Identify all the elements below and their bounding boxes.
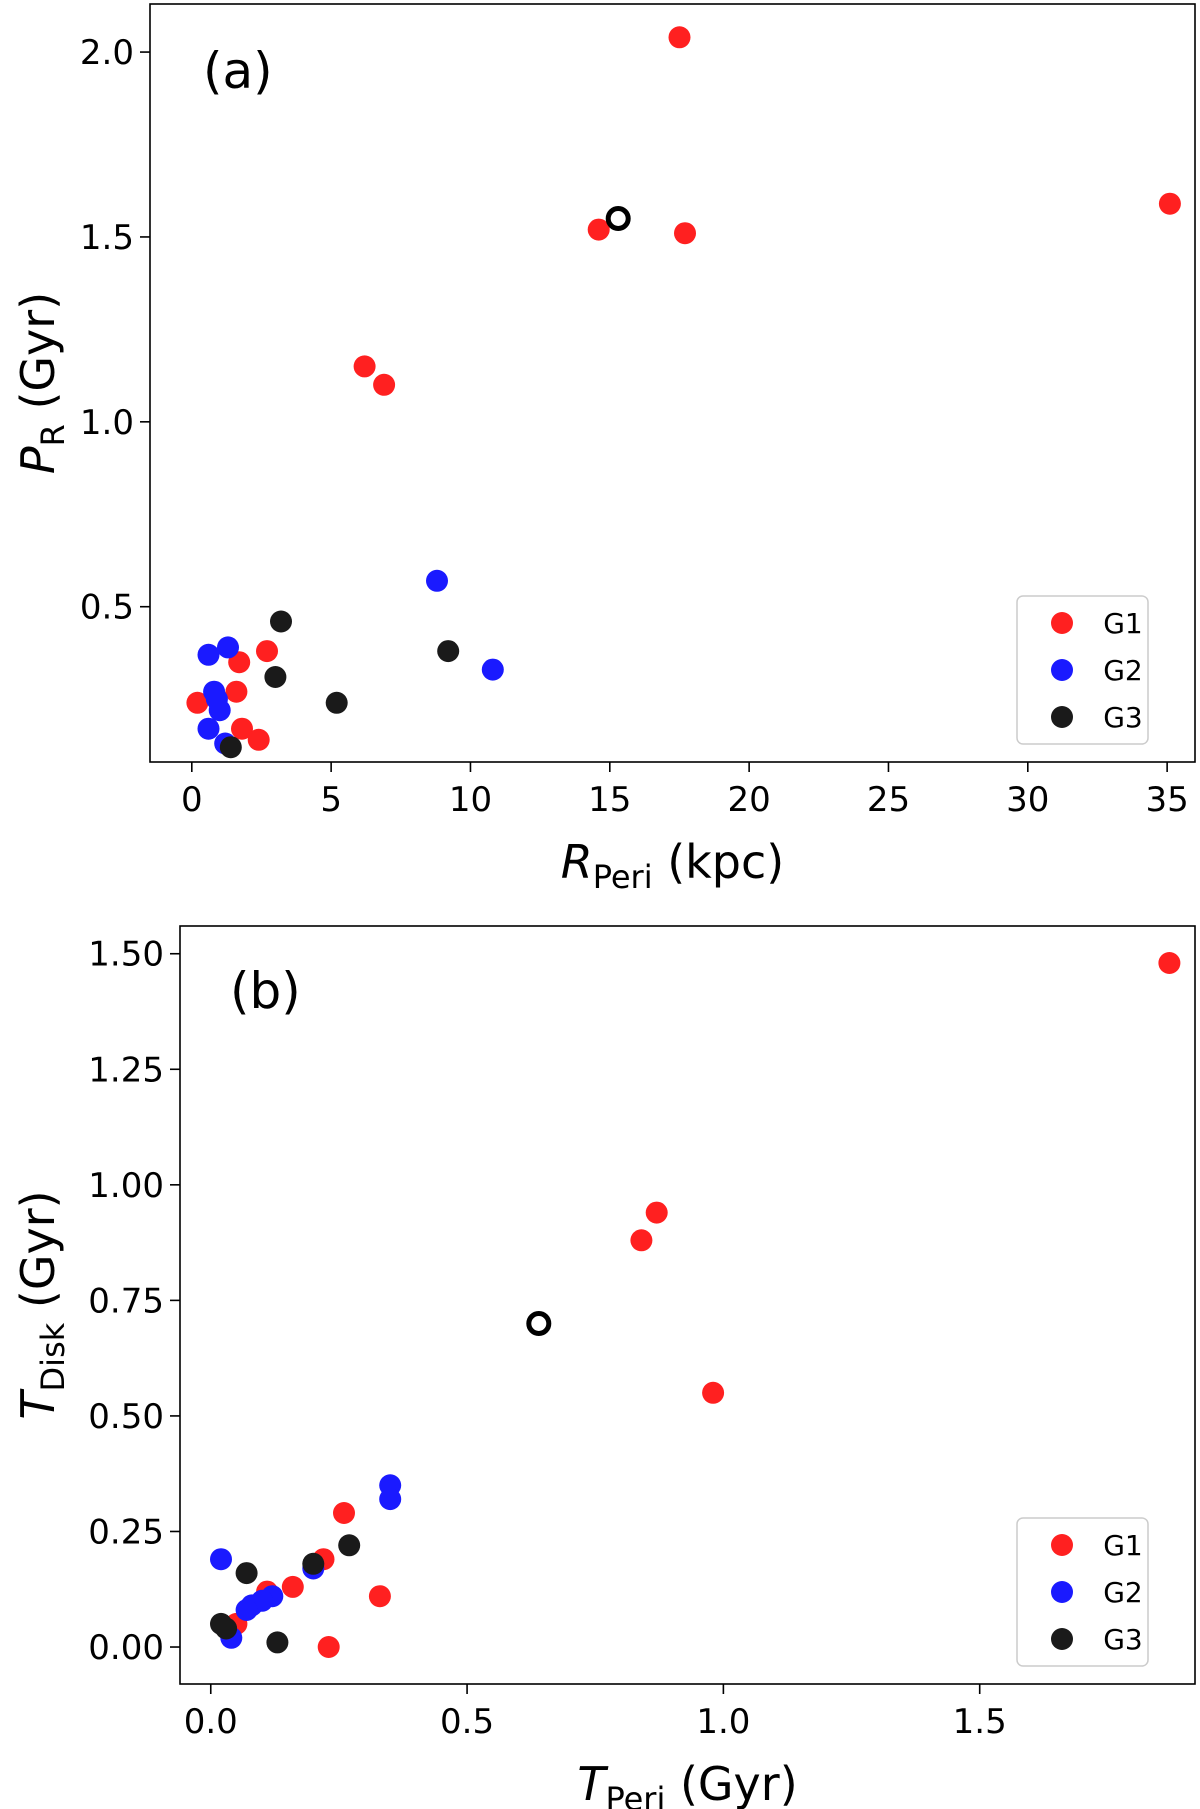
panel-a-points: [186, 26, 1181, 759]
panel-b-legend: G1 G2 G3: [1016, 1517, 1149, 1667]
panel-a-frame: [149, 3, 1196, 763]
panel-b-frame: [179, 925, 1196, 1685]
legend-marker-g3: [1051, 706, 1073, 728]
point-g1-3: [702, 1381, 725, 1404]
point-g1-3: [587, 218, 610, 241]
point-g3-1: [437, 640, 460, 663]
y-tick-label: 1.50: [88, 935, 164, 975]
y-tick-label: 0.25: [88, 1512, 164, 1552]
legend-label-g2: G2: [1103, 654, 1143, 687]
point-g1-10: [317, 1636, 340, 1658]
point-g1-0: [668, 26, 691, 49]
point-g1-6: [256, 640, 278, 663]
y-tick-label: 0.75: [88, 1281, 164, 1321]
point-g2-0: [426, 569, 448, 592]
point-g2-7: [197, 717, 220, 740]
point-g3-2: [235, 1562, 258, 1585]
x-tick-label: 15: [588, 780, 631, 820]
x-tick-label: 0.0: [184, 1702, 238, 1742]
point-g2-2: [210, 1548, 232, 1571]
legend-label-g2: G2: [1103, 1576, 1143, 1609]
point-g1-11: [247, 728, 270, 751]
legend-box: [1016, 595, 1149, 745]
panel-b-x-axis-label: TPeri (Gyr): [577, 1757, 797, 1809]
panel-a-legend: G1 G2 G3: [1016, 595, 1149, 745]
point-open-0: [605, 206, 631, 231]
panel-b-y-axis-label: TDisk (Gyr): [11, 1190, 72, 1419]
point-g1-4: [353, 355, 376, 378]
legend-box: [1016, 1517, 1149, 1667]
legend-label-g3: G3: [1103, 701, 1143, 734]
point-g3-2: [264, 666, 287, 688]
legend-marker-g1: [1051, 612, 1073, 634]
point-g1-2: [630, 1229, 653, 1252]
point-g2-2: [217, 636, 239, 659]
point-g3-0: [270, 610, 292, 633]
legend-label-g3: G3: [1103, 1623, 1143, 1656]
point-g1-4: [333, 1502, 355, 1524]
point-g1-6: [281, 1575, 304, 1598]
point-g1-8: [368, 1585, 391, 1608]
panel-a-x-ticks: 0 5 10 15 20 25 30 35: [181, 762, 1189, 820]
point-g3-4: [215, 1617, 238, 1640]
legend-label-g1: G1: [1103, 607, 1143, 640]
point-g1-5: [373, 373, 396, 396]
legend-marker-g2: [1051, 659, 1073, 681]
point-g1-9: [225, 680, 248, 703]
y-tick-label: 1.00: [88, 1166, 164, 1206]
point-g3-3: [325, 691, 348, 714]
y-tick-label: 1.25: [88, 1050, 164, 1090]
x-tick-label: 1.0: [696, 1702, 750, 1742]
panel-b-x-ticks: 0.0 0.5 1.0 1.5: [184, 1684, 1007, 1742]
panel-b-points: [210, 952, 1181, 1658]
point-g3-1: [302, 1552, 325, 1575]
point-g1-0: [1158, 952, 1181, 974]
x-tick-label: 20: [728, 780, 771, 820]
point-g2-6: [208, 699, 231, 722]
x-tick-label: 10: [449, 780, 492, 820]
x-tick-label: 0.5: [440, 1702, 494, 1742]
point-g3-4: [219, 736, 242, 759]
point-g1-1: [1158, 192, 1181, 215]
x-tick-label: 5: [320, 780, 342, 820]
x-tick-label: 30: [1006, 780, 1049, 820]
y-tick-label: 0.50: [88, 1397, 164, 1437]
panel-a-x-axis-label: RPeri (kpc): [561, 835, 785, 896]
point-open-0: [526, 1311, 552, 1336]
y-tick-label: 2.0: [80, 33, 134, 73]
panel-b-label: (b): [230, 962, 301, 1020]
y-tick-label: 1.0: [80, 403, 134, 443]
point-g3-0: [338, 1534, 361, 1557]
x-tick-label: 35: [1146, 780, 1189, 820]
panel-a-y-axis-label: PR (Gyr): [11, 292, 72, 474]
panel-b: 0.0 0.5 1.0 1.5 0.00 0.25 0.50 0.75 1.00 1.25 1.5…: [11, 925, 1196, 1809]
y-tick-label: 0.00: [88, 1628, 164, 1668]
point-g2-1: [379, 1488, 402, 1511]
point-g1-1: [645, 1201, 668, 1224]
point-g2-1: [481, 658, 504, 681]
point-g1-8: [186, 691, 209, 714]
legend-marker-g1: [1051, 1534, 1073, 1556]
x-tick-label: 25: [867, 780, 910, 820]
point-g3-5: [266, 1631, 289, 1654]
y-tick-label: 0.5: [80, 588, 134, 628]
x-tick-label: 1.5: [953, 1702, 1007, 1742]
panel-a-y-ticks: 0.5 1.0 1.5 2.0: [80, 33, 150, 628]
point-g1-10: [231, 717, 253, 740]
y-tick-label: 1.5: [80, 218, 134, 258]
x-tick-label: 0: [181, 780, 203, 820]
legend-label-g1: G1: [1103, 1529, 1143, 1562]
point-g2-3: [197, 643, 220, 666]
point-g1-2: [674, 222, 696, 245]
point-g2-7: [235, 1599, 258, 1621]
panel-a-label: (a): [203, 42, 273, 100]
legend-marker-g2: [1051, 1581, 1073, 1603]
legend-marker-g3: [1051, 1628, 1073, 1650]
panel-a: 0 5 10 15 20 25 30 35 0.5 1.0 1.5 2.0 (a) RPeri (k…: [11, 3, 1196, 896]
panel-b-y-ticks: 0.00 0.25 0.50 0.75 1.00 1.25 1.50: [88, 935, 180, 1668]
